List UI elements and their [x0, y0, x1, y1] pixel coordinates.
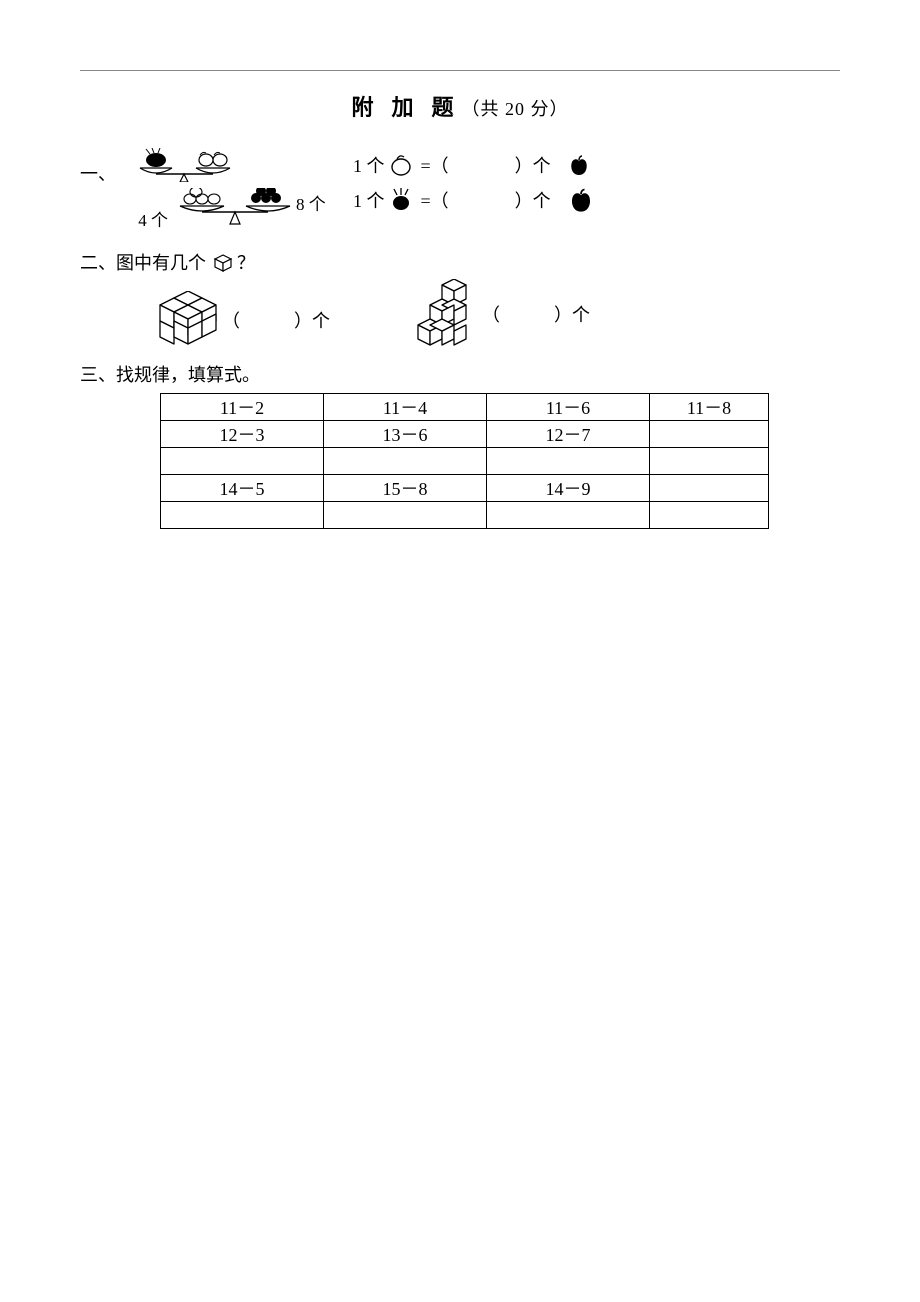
table-row — [161, 502, 769, 529]
title-score: （共 20 分） — [462, 99, 569, 119]
question-2: 二、图中有几个 ？ — [80, 249, 840, 349]
cube-stack-2-icon — [408, 279, 480, 349]
table-cell[interactable] — [324, 502, 487, 529]
lemon-outline-icon — [389, 153, 413, 177]
table-row — [161, 448, 769, 475]
table-cell: 13－6 — [324, 421, 487, 448]
table-cell: 11－4 — [324, 394, 487, 421]
q2-fig2-open: （ — [482, 301, 500, 327]
q2-fig1-close: ）个 — [294, 307, 330, 333]
table-cell[interactable] — [487, 502, 650, 529]
apple-solid-icon-1 — [567, 153, 591, 177]
apple-solid-icon-2 — [567, 186, 595, 214]
eq-line-2: 1 个 =（ ）个 — [353, 186, 595, 214]
table-cell[interactable] — [161, 448, 324, 475]
question-1: 一、 — [80, 148, 840, 231]
pineapple-solid-icon — [389, 188, 413, 212]
q1-balances: 4 个 — [130, 148, 345, 231]
eq2-close: ）个 — [515, 187, 551, 213]
table-cell: 11－2 — [161, 394, 324, 421]
q2-fig2-close: ）个 — [554, 301, 590, 327]
balance2-right-label: 8 个 — [296, 188, 326, 215]
q3-label: 三、找规律，填算式。 — [80, 365, 260, 385]
table-row: 11－2 11－4 11－6 11－8 — [161, 394, 769, 421]
cube-stack-1-icon — [148, 291, 220, 349]
single-cube-icon — [211, 251, 233, 273]
table-cell[interactable] — [650, 421, 769, 448]
table-cell[interactable] — [161, 502, 324, 529]
eq1-prefix: 1 个 — [353, 152, 385, 178]
page-title: 附加题（共 20 分） — [80, 90, 840, 122]
q2-fig1-open: （ — [222, 307, 240, 333]
table-cell: 12－7 — [487, 421, 650, 448]
balance-1-icon — [130, 148, 240, 182]
table-cell[interactable] — [650, 475, 769, 502]
q1-label: 一、 — [80, 148, 130, 186]
table-row: 14－5 15－8 14－9 — [161, 475, 769, 502]
eq2-prefix: 1 个 — [353, 187, 385, 213]
q2-label-a: 二、图中有几个 — [80, 253, 206, 273]
table-row: 12－3 13－6 12－7 — [161, 421, 769, 448]
table-cell: 15－8 — [324, 475, 487, 502]
cube-figure-2: （ ）个 — [408, 279, 590, 349]
horizontal-rule — [80, 70, 840, 71]
q2-label-b: ？ — [237, 253, 255, 273]
table-cell: 11－8 — [650, 394, 769, 421]
question-3: 三、找规律，填算式。 11－2 11－4 11－6 11－8 12－3 13－6… — [80, 361, 840, 529]
table-cell: 14－9 — [487, 475, 650, 502]
eq1-close: ）个 — [515, 152, 551, 178]
balance2-left-label: 4 个 — [130, 188, 168, 231]
table-cell: 12－3 — [161, 421, 324, 448]
table-cell: 14－5 — [161, 475, 324, 502]
table-cell: 11－6 — [487, 394, 650, 421]
title-main: 附加题 — [351, 95, 471, 120]
table-cell[interactable] — [324, 448, 487, 475]
eq-line-1: 1 个 =（ ）个 — [353, 152, 595, 178]
q2-figures: （ ）个 — [80, 279, 840, 349]
q1-equations: 1 个 =（ ）个 1 个 — [345, 148, 595, 214]
balance-2-icon — [168, 188, 308, 228]
table-cell[interactable] — [650, 502, 769, 529]
eq2-eq: =（ — [421, 187, 449, 213]
cube-figure-1: （ ）个 — [148, 291, 330, 349]
pattern-table: 11－2 11－4 11－6 11－8 12－3 13－6 12－7 14－5 … — [160, 393, 769, 529]
table-cell[interactable] — [650, 448, 769, 475]
eq1-eq: =（ — [421, 152, 449, 178]
table-cell[interactable] — [487, 448, 650, 475]
